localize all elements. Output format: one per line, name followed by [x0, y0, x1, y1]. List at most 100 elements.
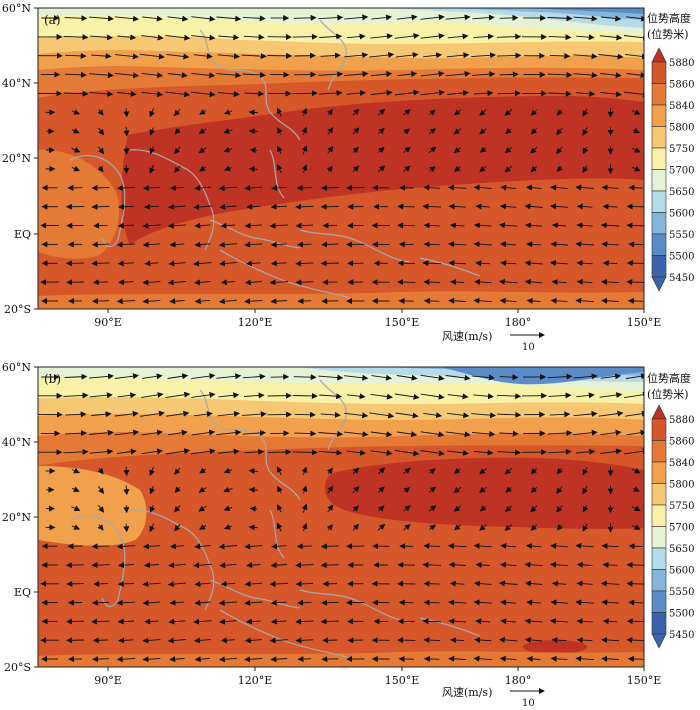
wind-vector [602, 203, 618, 210]
wind-vector [551, 580, 567, 587]
wind-vector [500, 241, 517, 248]
wind-vector [246, 562, 261, 569]
wind-vector [194, 185, 211, 192]
wind-vector [403, 467, 411, 475]
wind-vector [269, 637, 289, 644]
colorbar-swatch [651, 504, 667, 527]
wind-vector [244, 90, 265, 97]
colorbar-swatch [651, 61, 667, 84]
wind-vector [327, 504, 334, 513]
wind-vector [270, 562, 288, 569]
xtick-label: 90°E [94, 316, 122, 329]
wind-vector [504, 147, 512, 154]
wind-vector [301, 503, 308, 513]
wind-vector [504, 467, 513, 475]
wind-vector [550, 561, 569, 568]
wind-vector [370, 431, 393, 438]
colorbar-swatch [651, 483, 667, 506]
wind-vector [420, 89, 445, 96]
wind-vector [296, 184, 312, 191]
wind-vector [497, 90, 521, 97]
wind-vector [396, 374, 418, 381]
field-5880-south [523, 640, 587, 654]
wind-vector [473, 33, 494, 40]
wind-vector [445, 374, 471, 381]
wind-vector [575, 184, 594, 191]
colorbar-swatch [651, 212, 667, 235]
wind-vector [117, 260, 135, 267]
colorbar-swatch [651, 440, 667, 463]
wind-vector [92, 637, 109, 644]
colorbar-tick-label: 5600 [669, 209, 694, 220]
field-5840-south [38, 291, 644, 309]
colorbar-swatch [651, 418, 667, 441]
wind-vector [556, 486, 563, 494]
wind-vector [191, 34, 216, 41]
wind-vector [499, 203, 517, 210]
wind-vector [576, 561, 593, 568]
wind-vector [352, 523, 360, 531]
wind-vector [295, 279, 314, 286]
wind-vector [296, 543, 312, 550]
wind-vector [244, 298, 263, 305]
wind-vector [224, 524, 232, 530]
wind-vector [295, 260, 314, 267]
wind-vector [141, 72, 164, 79]
wind-vector [346, 393, 366, 400]
wind-vector [219, 260, 237, 267]
wind-vector [429, 166, 436, 173]
wind-vector [166, 410, 190, 417]
wind-vector [575, 297, 594, 304]
wind-vector [472, 374, 495, 381]
wind-vector [167, 581, 187, 588]
wind-vector [223, 128, 233, 134]
wind-vector [600, 222, 620, 229]
wind-vector [326, 467, 333, 475]
wind-vector [394, 33, 420, 39]
wind-vector [423, 599, 440, 606]
wind-vector [582, 467, 589, 476]
wind-vector [526, 599, 541, 606]
wind-vectors-b [38, 373, 644, 663]
wind-vector [428, 146, 437, 154]
wind-vector [429, 468, 436, 475]
wind-vector [295, 222, 314, 229]
panel-b: (b) 60°N 40°N 20°N EQ 20°S 90°E 120°E 15… [2, 361, 695, 709]
wind-vector [370, 71, 393, 78]
colorbar-tick-label: 5450 [669, 273, 694, 284]
wind-vector [141, 391, 164, 398]
wind-vector [626, 618, 644, 625]
wind-vector [632, 165, 641, 172]
wind-vector [97, 109, 104, 116]
colorbar-swatch [651, 590, 667, 613]
wind-vector [169, 543, 184, 550]
wind-vector [220, 222, 236, 229]
wind-vector [199, 467, 206, 474]
wind-vector [352, 505, 359, 512]
wind-vector [114, 373, 139, 380]
wind-vector [471, 52, 497, 59]
wind-vector [89, 392, 113, 399]
wind-vector [297, 298, 312, 305]
wind-vector [224, 165, 232, 172]
wind-vector [117, 580, 135, 587]
wind-vector [601, 655, 619, 662]
wind-vector [505, 486, 512, 493]
wind-vector [193, 204, 212, 210]
wind-vector [423, 184, 441, 191]
wind-vector [600, 373, 622, 380]
wind-vectors-a [38, 14, 644, 305]
wind-vector [243, 34, 265, 41]
colorbar-title-line2: (位势米) [647, 27, 689, 41]
wind-vector [139, 410, 165, 417]
wind-vector [217, 90, 240, 97]
wind-vector [371, 14, 392, 21]
wind-vector [454, 524, 461, 531]
wind-vector [395, 52, 419, 58]
colorbar-a: 位势高度 (位势米) 58805860584058005750570056505… [647, 11, 694, 292]
wind-vector [65, 52, 87, 59]
wind-vector [575, 90, 596, 97]
xtick-label: 120°E [238, 674, 273, 687]
wind-vector [142, 15, 163, 22]
wind-vector [191, 391, 216, 398]
